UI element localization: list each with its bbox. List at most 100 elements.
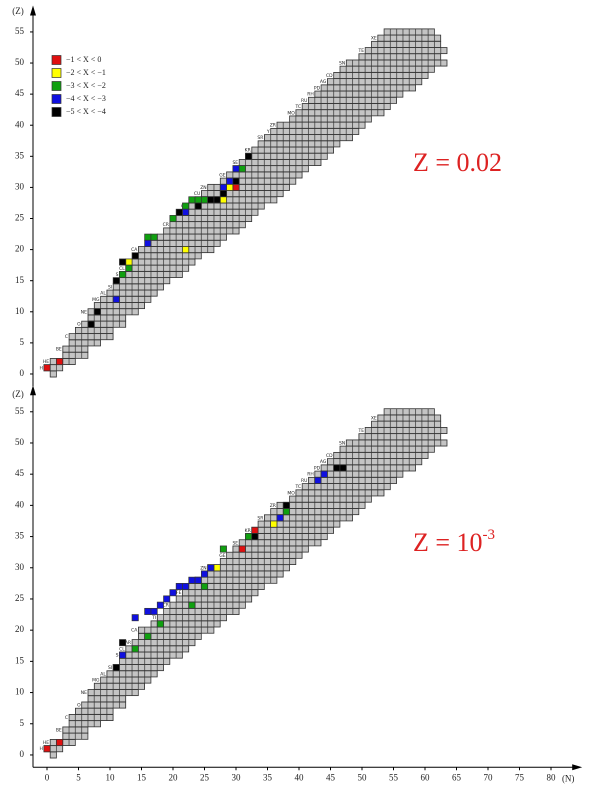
y-tick-label: 30 <box>15 181 25 191</box>
colored-cell <box>276 514 284 522</box>
element-label: CA <box>131 628 138 634</box>
colored-cell <box>156 620 164 628</box>
element-label: O <box>77 703 81 709</box>
x-tick-label: 45 <box>326 772 336 782</box>
y-tick-label: 45 <box>15 468 25 478</box>
y-tick-label: 5 <box>20 337 25 347</box>
colored-cell <box>201 583 209 590</box>
colored-cell <box>175 583 183 590</box>
element-label: XE <box>371 416 377 422</box>
nuclide-row <box>182 208 259 216</box>
y-tick-label: 40 <box>15 499 25 509</box>
element-label: RU <box>301 98 307 104</box>
nuclide-row <box>364 47 448 55</box>
nuclide-row <box>112 283 164 291</box>
element-label: C <box>65 715 68 721</box>
colored-cell <box>282 508 290 516</box>
colored-cell <box>150 607 158 615</box>
colored-cell <box>150 233 158 241</box>
y-tick-label: 35 <box>15 150 25 160</box>
colored-cell <box>207 196 215 204</box>
element-label: TE <box>358 428 365 434</box>
nuclide-row <box>295 109 385 117</box>
element-label: PD <box>314 465 321 471</box>
nuclide-row <box>175 215 253 222</box>
element-label: SI <box>108 665 112 671</box>
y-tick-label: 5 <box>20 718 25 728</box>
element-label: XE <box>371 36 377 42</box>
element-label: SE <box>232 540 238 546</box>
element-label: RH <box>307 92 314 98</box>
element-label: CL <box>119 266 125 272</box>
nuclide-row <box>276 501 366 509</box>
legend-label: −2 < X < −1 <box>66 68 106 77</box>
legend-swatch <box>51 107 62 117</box>
nuclide-row <box>358 433 442 441</box>
nuclide-row <box>163 227 240 235</box>
nuclide-row <box>201 570 284 578</box>
colored-cell <box>226 183 234 191</box>
y-tick-label: 20 <box>15 244 25 254</box>
colored-cell <box>93 308 101 316</box>
y-tick-label: 10 <box>15 687 25 697</box>
element-label: TC <box>295 104 302 110</box>
y-tick-label: 15 <box>15 275 25 285</box>
nuclide-row <box>308 476 398 484</box>
element-label: SN <box>339 61 345 67</box>
colored-cell <box>144 233 152 241</box>
x-tick-label: 40 <box>295 772 305 782</box>
x-tick-label: 10 <box>106 772 116 782</box>
y-tick-label: 25 <box>15 593 25 603</box>
y-axis-label: (Z) <box>12 6 24 16</box>
colored-cell <box>201 196 209 204</box>
nuclide-row <box>138 626 215 634</box>
legend-swatch <box>51 55 62 65</box>
nuclide-row <box>87 689 139 697</box>
colored-cell <box>188 601 196 609</box>
nuclide-row <box>74 326 114 334</box>
nuclide-row <box>131 258 196 266</box>
nuclide-row <box>327 78 423 86</box>
nuclide-row <box>119 657 171 665</box>
nuclide-row <box>295 489 385 497</box>
y-tick-label: 20 <box>15 624 25 634</box>
nuclide-row <box>194 576 278 584</box>
y-tick-label: 25 <box>15 213 25 223</box>
nuclide-row <box>106 670 158 678</box>
nuclide-row <box>289 115 372 123</box>
element-label: MG <box>92 297 100 303</box>
y-tick-label: 35 <box>15 531 25 541</box>
nuclide-row <box>364 427 448 434</box>
colored-cell <box>144 239 152 247</box>
y-tick-label: 0 <box>20 749 25 759</box>
nuclide-row <box>49 370 57 378</box>
element-label: TI <box>151 615 156 621</box>
colored-cell <box>156 601 164 609</box>
colored-cell <box>182 246 190 254</box>
colored-cell <box>182 208 190 216</box>
nuclide-row <box>226 171 303 179</box>
y-axis-arrow <box>30 5 36 16</box>
nuclide-row <box>377 414 442 422</box>
nuclide-row <box>201 190 284 198</box>
nuclide-row <box>138 246 215 254</box>
nuclide-row <box>163 607 240 615</box>
colored-cell <box>194 576 202 584</box>
colored-cell <box>119 651 127 659</box>
colored-cell <box>43 364 51 372</box>
element-label: S <box>116 653 119 659</box>
element-label: SR <box>257 135 263 141</box>
colored-cell <box>87 320 95 328</box>
nuclide-row <box>119 277 171 285</box>
nuclide-row <box>131 639 196 647</box>
nuclide-row <box>257 140 341 148</box>
x-tick-label: 70 <box>484 772 494 782</box>
y-tick-label: 55 <box>15 406 25 416</box>
element-label: TC <box>295 484 302 490</box>
nuclide-row <box>251 526 335 534</box>
x-tick-label: 35 <box>263 772 273 782</box>
colored-cell <box>213 196 221 204</box>
colored-cell <box>43 745 51 753</box>
colored-cell <box>333 464 341 472</box>
element-label: GE <box>219 172 225 178</box>
